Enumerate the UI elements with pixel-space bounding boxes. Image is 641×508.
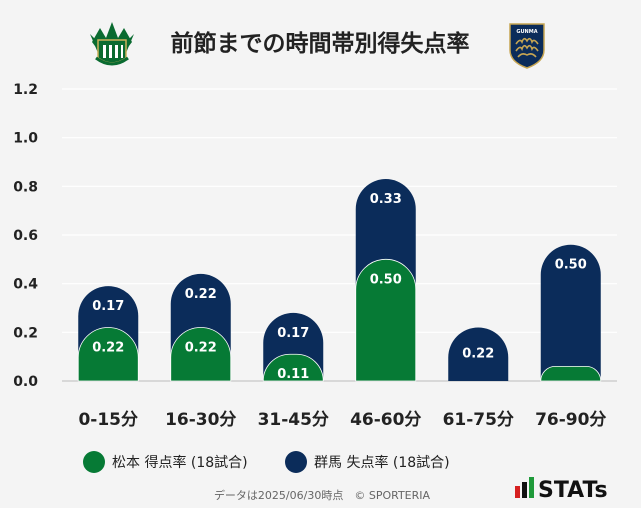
data-label-gunma: 0.22: [462, 346, 494, 361]
data-label-gunma: 0.17: [92, 299, 124, 314]
y-tick-label: 0.8: [13, 179, 38, 195]
bars: 0.22 0.17 0.22 0.22 0.11 0.17 0.50 0.33 0.22 0.50: [77, 179, 602, 382]
chart-title: 前節までの時間帯別得失点率: [171, 30, 470, 57]
footer-note: データは2025/06/30時点 © SPORTERIA: [214, 488, 431, 502]
stats-logo-bar-red: [515, 486, 520, 498]
bar-matsumoto-46-60分: [355, 258, 417, 382]
x-tick-label: 31-45分: [258, 410, 329, 430]
y-tick-label: 0.0: [13, 374, 38, 390]
matsumoto-crest-icon: [90, 22, 134, 66]
grid-lines: [62, 88, 617, 382]
legend: 松本 得点率 (18試合) 群馬 失点率 (18試合): [83, 451, 450, 473]
bar-matsumoto-31-45分: [262, 353, 324, 382]
bar-matsumoto-0-15分: [77, 327, 139, 382]
data-label-gunma: 0.22: [185, 287, 217, 302]
data-label-matsumoto: 0.22: [92, 340, 124, 355]
y-tick-label: 0.6: [13, 228, 38, 244]
data-label-gunma: 0.50: [555, 258, 587, 273]
y-tick-label: 0.4: [13, 277, 38, 293]
x-tick-label: 76-90分: [535, 410, 606, 430]
x-tick-label: 16-30分: [165, 410, 236, 430]
data-label-gunma: 0.33: [370, 192, 402, 207]
data-label-matsumoto: 0.11: [277, 367, 309, 382]
stats-logo-bar-green: [529, 477, 534, 498]
legend-label-gunma: 群馬 失点率 (18試合): [314, 454, 450, 471]
stats-logo-bar-black: [522, 482, 527, 498]
bar-matsumoto-16-30分: [170, 327, 232, 382]
bar-gunma-61-75分: [448, 327, 509, 381]
gunma-crest-icon: GUNMA: [509, 23, 545, 69]
stats-logo: STATs: [515, 477, 608, 503]
data-label-matsumoto: 0.50: [370, 272, 402, 287]
gunma-crest-text: GUNMA: [516, 29, 537, 35]
y-tick-label: 1.0: [13, 131, 38, 147]
bar-matsumoto-76-90分: [540, 366, 602, 382]
y-axis: 0.0 0.2 0.4 0.6 0.8 1.0 1.2: [13, 82, 38, 390]
x-tick-label: 61-75分: [443, 410, 514, 430]
bar-gunma-76-90分: [540, 244, 601, 381]
stats-logo-text: STATs: [538, 478, 608, 503]
x-axis: 0-15分 16-30分 31-45分 46-60分 61-75分 76-90分: [78, 410, 606, 430]
data-label-gunma: 0.17: [277, 326, 309, 341]
legend-swatch-gunma: [285, 451, 307, 473]
legend-swatch-matsumoto: [83, 451, 105, 473]
y-tick-label: 1.2: [13, 82, 38, 98]
legend-label-matsumoto: 松本 得点率 (18試合): [112, 454, 248, 471]
x-tick-label: 0-15分: [78, 410, 138, 430]
data-label-matsumoto: 0.22: [185, 340, 217, 355]
y-tick-label: 0.2: [13, 325, 38, 341]
x-tick-label: 46-60分: [350, 410, 421, 430]
